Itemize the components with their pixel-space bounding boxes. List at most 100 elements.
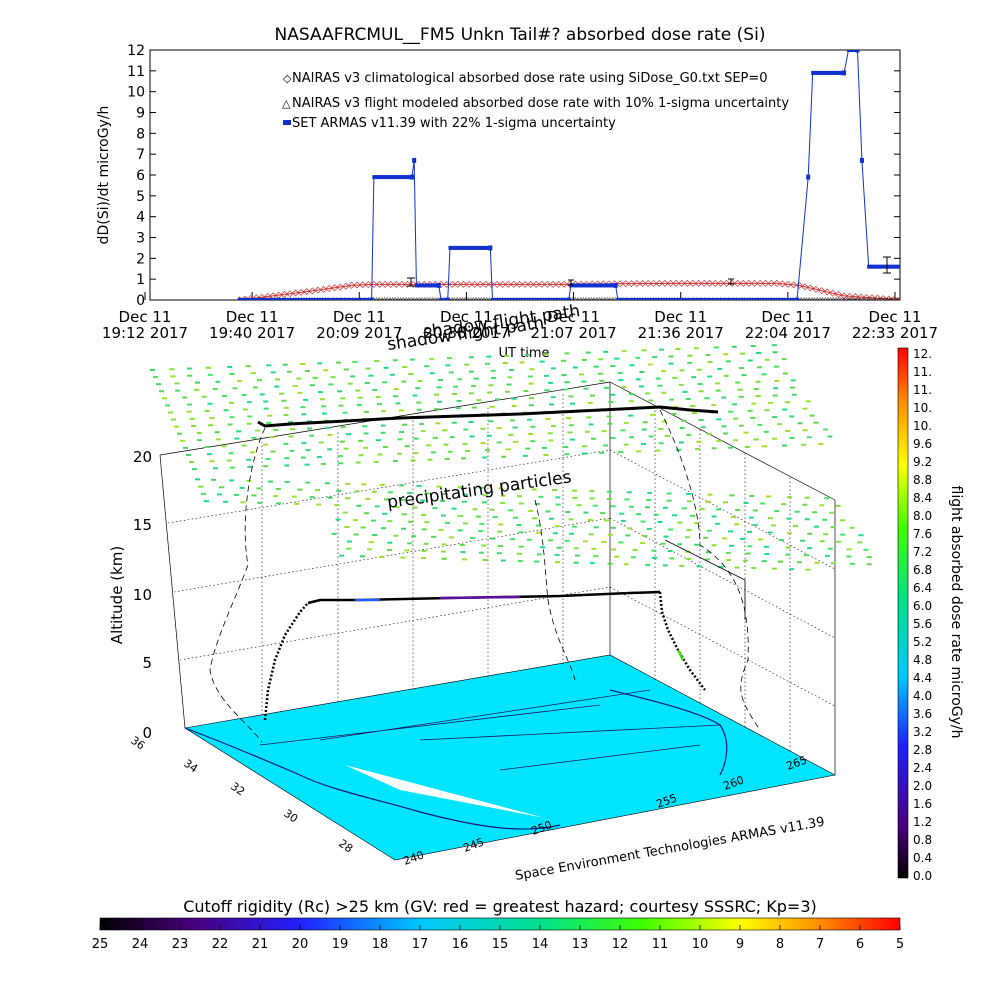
dose-colorbar-tick: 3.6 bbox=[913, 707, 932, 721]
armas-point bbox=[307, 298, 311, 300]
armas-point bbox=[661, 298, 665, 300]
armas-point bbox=[356, 298, 360, 300]
armas-point bbox=[244, 298, 248, 300]
dose-colorbar-tick: 5.2 bbox=[913, 635, 932, 649]
rigidity-tick-label: 14 bbox=[532, 937, 549, 952]
rigidity-tick-label: 20 bbox=[292, 937, 309, 952]
armas-point bbox=[643, 298, 647, 300]
armas-point bbox=[253, 298, 257, 300]
armas-point bbox=[806, 174, 811, 180]
map-borders bbox=[259, 689, 721, 771]
armas-point bbox=[871, 264, 875, 269]
chart-title: NASAAFRCMUL__FM5 Unkn Tail#? absorbed do… bbox=[275, 25, 766, 45]
armas-point bbox=[564, 298, 568, 300]
armas-point bbox=[611, 283, 615, 288]
armas-point bbox=[739, 298, 743, 300]
armas-point bbox=[714, 298, 718, 300]
armas-point bbox=[280, 298, 284, 300]
dose-colorbar-tick: 1.6 bbox=[913, 797, 932, 811]
rigidity-tick-label: 12 bbox=[612, 937, 629, 952]
armas-point bbox=[493, 298, 497, 300]
armas-point bbox=[341, 298, 345, 300]
armas-point bbox=[403, 175, 407, 180]
armas-point bbox=[701, 298, 705, 300]
armas-point bbox=[573, 283, 577, 288]
armas-point bbox=[672, 298, 676, 300]
y-tick-label: 5 bbox=[136, 189, 145, 205]
y-tick-label: 0 bbox=[136, 293, 145, 309]
armas-point bbox=[636, 298, 640, 300]
armas-point bbox=[388, 175, 392, 180]
armas-point bbox=[596, 283, 600, 288]
armas-point bbox=[838, 70, 842, 75]
y-tick-label: 4 bbox=[136, 210, 145, 226]
armas-point bbox=[641, 298, 645, 300]
armas-point bbox=[654, 298, 658, 300]
armas-point bbox=[544, 298, 548, 300]
armas-point bbox=[269, 298, 273, 300]
legend-marker-diamond: ◇ bbox=[283, 72, 292, 85]
dose-colorbar-tick: 10. bbox=[913, 401, 932, 415]
rigidity-tick-label: 22 bbox=[212, 937, 229, 952]
armas-point bbox=[688, 298, 692, 300]
armas-point bbox=[620, 298, 624, 300]
armas-point bbox=[779, 298, 783, 300]
flight-track-descent-color bbox=[676, 649, 685, 661]
armas-point bbox=[627, 298, 631, 300]
armas-point bbox=[316, 298, 320, 300]
armas-point bbox=[634, 298, 638, 300]
armas-point bbox=[495, 298, 499, 300]
armas-point bbox=[824, 70, 828, 75]
armas-point bbox=[409, 174, 414, 180]
series-set-armas bbox=[238, 50, 900, 300]
flight-track-3d: Altitude (km) 0 5 10 15 20 36 34 32 30 2… bbox=[108, 301, 872, 884]
armas-point bbox=[656, 298, 660, 300]
dose-rate-colorbar-ticks: 12. 11. 11. 10. 10. 9.6 9.2 8.8 8.4 8.0 7.6 7.2 6.8 6… bbox=[913, 347, 932, 883]
armas-point bbox=[430, 283, 434, 288]
armas-point bbox=[859, 157, 864, 163]
armas-point bbox=[273, 298, 277, 300]
armas-point bbox=[325, 298, 329, 300]
armas-point bbox=[542, 298, 546, 300]
shadow-flight-path bbox=[257, 405, 719, 428]
armas-point bbox=[392, 175, 396, 180]
armas-point bbox=[511, 298, 515, 300]
armas-point bbox=[352, 298, 356, 300]
armas-point bbox=[457, 245, 461, 250]
cutoff-rigidity-colorbar: Cutoff rigidity (Rc) >25 km (GV: red = g… bbox=[92, 897, 904, 952]
x-axis-label: UT time bbox=[499, 346, 550, 361]
armas-point bbox=[587, 283, 591, 288]
coastline-east bbox=[609, 689, 728, 776]
armas-point bbox=[320, 298, 324, 300]
climatological-point bbox=[801, 283, 809, 291]
armas-point bbox=[741, 298, 745, 300]
armas-point bbox=[578, 283, 582, 288]
armas-point bbox=[732, 298, 736, 300]
dose-colorbar-tick: 11. bbox=[913, 383, 932, 397]
x-tick-label-date: Dec 11 bbox=[761, 308, 814, 326]
armas-point bbox=[255, 298, 259, 300]
legend-marker-square bbox=[283, 120, 291, 125]
climatological-point bbox=[903, 297, 909, 303]
rigidity-tick-label: 18 bbox=[372, 937, 389, 952]
armas-point bbox=[522, 298, 526, 300]
legend-label-armas: SET ARMAS v11.39 with 22% 1-sigma uncert… bbox=[292, 116, 616, 131]
armas-point bbox=[499, 298, 503, 300]
armas-point bbox=[833, 70, 837, 75]
rigidity-tick-label: 25 bbox=[92, 937, 109, 952]
armas-point bbox=[560, 298, 564, 300]
armas-point bbox=[746, 298, 750, 300]
armas-point bbox=[470, 245, 474, 250]
armas-point bbox=[594, 283, 598, 288]
armas-point bbox=[649, 298, 653, 300]
armas-point bbox=[540, 298, 544, 300]
climatological-point bbox=[812, 285, 820, 293]
armas-point bbox=[238, 298, 242, 300]
dose-colorbar-tick: 8.0 bbox=[913, 509, 932, 523]
armas-point bbox=[394, 175, 398, 180]
altitude-axis: Altitude (km) 0 5 10 15 20 bbox=[108, 448, 152, 742]
armas-point bbox=[399, 175, 403, 180]
dose-colorbar-tick: 0.8 bbox=[913, 833, 932, 847]
armas-point bbox=[300, 298, 304, 300]
armas-point bbox=[526, 298, 530, 300]
